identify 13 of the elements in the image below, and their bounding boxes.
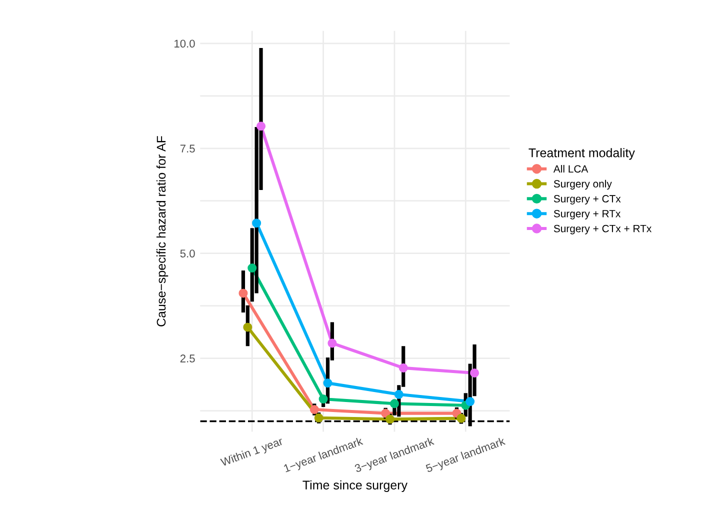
x-axis-title: Time since surgery [302, 480, 408, 492]
legend-title: Treatment modality [528, 148, 635, 160]
legend-label: Surgery + CTx + RTx [554, 224, 652, 234]
y-tick-label: 10.0 [174, 40, 195, 48]
y-tick-label: 2.5 [180, 354, 195, 362]
y-axis-title: Cause−specific hazard ratio for AF [156, 136, 168, 326]
legend-label: All LCA [553, 164, 588, 173]
x-tick-label: Within 1 year [220, 436, 284, 469]
legend-label: Surgery + CTx [554, 195, 621, 204]
y-tick-label: 7.5 [180, 144, 195, 153]
y-tick-label: 5.0 [180, 250, 195, 258]
legend-label: Surgery + RTx [554, 210, 621, 220]
legend-label: Surgery only [554, 180, 612, 190]
